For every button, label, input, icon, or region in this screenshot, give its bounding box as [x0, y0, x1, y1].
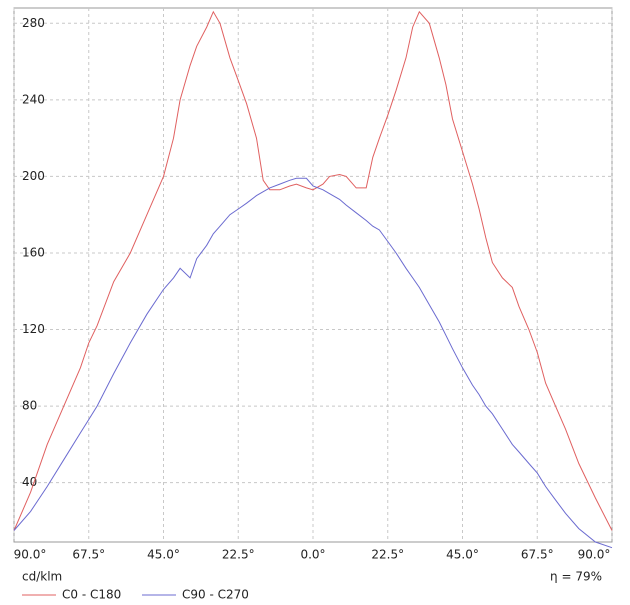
y-tick-label: 200	[22, 169, 45, 183]
legend-label: C0 - C180	[62, 588, 121, 602]
y-tick-label: 160	[22, 245, 45, 259]
x-tick-label: 90.0°	[578, 548, 611, 562]
x-tick-label: 90.0°	[14, 548, 47, 562]
y-tick-label: 280	[22, 16, 45, 30]
x-tick-label: 22.5°	[371, 548, 404, 562]
data-line	[13, 177, 613, 549]
legend-label: C90 - C270	[182, 588, 249, 602]
y-tick-label: 80	[22, 399, 37, 413]
y-tick-label: 120	[22, 322, 45, 336]
x-tick-label: 67.5°	[521, 548, 554, 562]
data-line	[13, 10, 613, 531]
unit-label: cd/klm	[22, 570, 62, 584]
efficiency: η = 79%	[550, 570, 602, 584]
x-tick-label: 45.0°	[147, 548, 180, 562]
x-tick-label: 45.0°	[446, 548, 479, 562]
x-tick-label: 0.0°	[300, 548, 325, 562]
x-tick-label: 22.5°	[222, 548, 255, 562]
x-tick-label: 67.5°	[72, 548, 105, 562]
y-tick-label: 40	[22, 475, 37, 489]
y-tick-label: 240	[22, 92, 45, 106]
